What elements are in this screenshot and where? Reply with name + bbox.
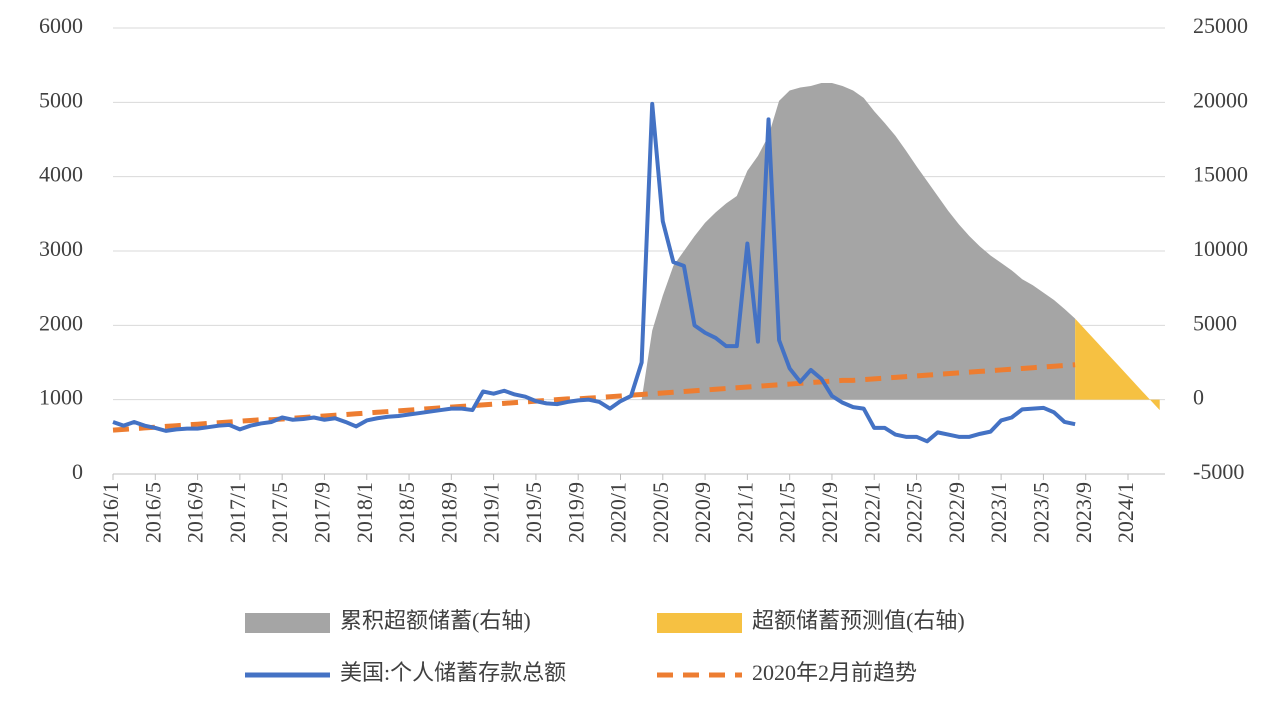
x-tick-label: 2020/5 xyxy=(648,482,673,543)
y-tick-label: 4000 xyxy=(39,162,83,187)
x-tick-label: 2024/1 xyxy=(1113,482,1138,543)
x-tick-label: 2016/5 xyxy=(140,482,165,543)
x-tick-label: 2022/5 xyxy=(902,482,927,543)
y2-tick-label: 20000 xyxy=(1193,87,1248,112)
y2-tick-label: 0 xyxy=(1193,385,1204,410)
y-tick-label: 5000 xyxy=(39,87,83,112)
x-tick-label: 2023/9 xyxy=(1071,482,1096,543)
y-tick-label: 3000 xyxy=(39,236,83,261)
x-tick-label: 2017/1 xyxy=(225,482,250,543)
legend-swatch xyxy=(657,613,742,633)
x-tick-label: 2023/1 xyxy=(986,482,1011,543)
x-tick-label: 2018/9 xyxy=(436,482,461,543)
x-tick-label: 2022/9 xyxy=(944,482,969,543)
y2-tick-label: 15000 xyxy=(1193,162,1248,187)
x-tick-label: 2019/5 xyxy=(521,482,546,543)
x-tick-label: 2019/1 xyxy=(479,482,504,543)
y-tick-label: 0 xyxy=(72,459,83,484)
x-tick-label: 2021/9 xyxy=(817,482,842,543)
x-tick-label: 2021/5 xyxy=(775,482,800,543)
y2-tick-label: 25000 xyxy=(1193,13,1248,38)
x-tick-label: 2018/5 xyxy=(394,482,419,543)
y2-tick-label: -5000 xyxy=(1193,459,1244,484)
x-tick-label: 2019/9 xyxy=(563,482,588,543)
legend-label: 超额储蓄预测值(右轴) xyxy=(752,608,965,633)
legend-label: 2020年2月前趋势 xyxy=(752,660,917,685)
x-tick-label: 2020/9 xyxy=(690,482,715,543)
y-tick-label: 1000 xyxy=(39,385,83,410)
x-tick-label: 2023/5 xyxy=(1028,482,1053,543)
x-tick-label: 2021/1 xyxy=(732,482,757,543)
legend-label: 美国:个人储蓄存款总额 xyxy=(340,660,566,685)
x-tick-label: 2022/1 xyxy=(859,482,884,543)
legend-swatch xyxy=(245,613,330,633)
y2-tick-label: 5000 xyxy=(1193,310,1237,335)
x-tick-label: 2017/5 xyxy=(267,482,292,543)
x-tick-label: 2017/9 xyxy=(310,482,335,543)
x-tick-label: 2020/1 xyxy=(606,482,631,543)
y2-tick-label: 10000 xyxy=(1193,236,1248,261)
y-tick-label: 6000 xyxy=(39,13,83,38)
y-tick-label: 2000 xyxy=(39,310,83,335)
x-tick-label: 2018/1 xyxy=(352,482,377,543)
line xyxy=(112,101,1076,444)
x-tick-label: 2016/1 xyxy=(98,482,123,543)
legend-label: 累积超额储蓄(右轴) xyxy=(340,608,531,633)
area xyxy=(1075,318,1160,411)
area xyxy=(641,83,1076,400)
x-tick-label: 2016/9 xyxy=(183,482,208,543)
